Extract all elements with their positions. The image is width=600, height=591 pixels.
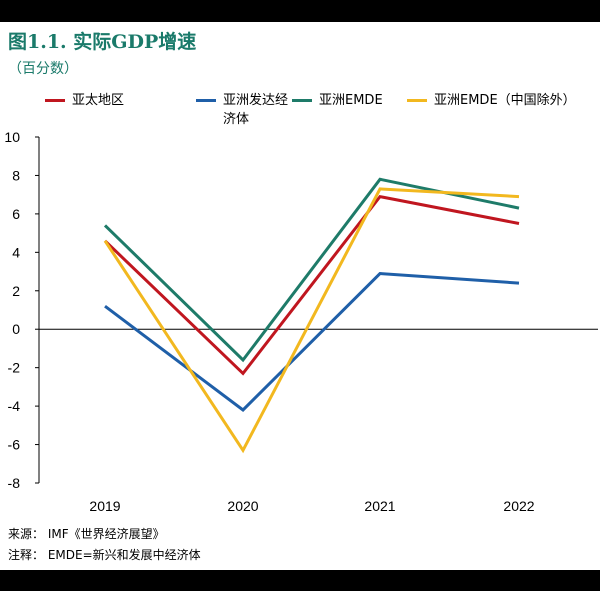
abbreviation-note: 注释： EMDE=新兴和发展中经济体 <box>8 548 201 562</box>
source-note: 来源： IMF《世界经济展望》 <box>8 527 165 541</box>
legend-item-asia-emde: 亚洲EMDE <box>292 91 383 110</box>
y-tick-label: 4 <box>12 244 20 260</box>
chart-subtitle: （百分数） <box>8 61 78 77</box>
x-tick-label: 2019 <box>89 498 120 514</box>
x-tick-label: 2022 <box>503 498 534 514</box>
y-tick-label: 10 <box>4 129 20 145</box>
legend-item-asia-pacific: 亚太地区 <box>45 91 124 110</box>
legend-label-asia-pacific: 亚太地区 <box>72 93 125 108</box>
legend-swatch-asia-emde-ex-china <box>407 99 427 102</box>
x-tick-label: 2021 <box>364 498 395 514</box>
legend-swatch-asia-pacific <box>45 99 65 102</box>
legend-label-asia-emde: 亚洲EMDE <box>319 93 383 108</box>
y-tick-label: 2 <box>12 283 20 299</box>
legend-swatch-asia-emde <box>292 99 312 102</box>
y-tick-label: 6 <box>12 206 20 222</box>
y-tick-label: -2 <box>8 360 21 376</box>
x-tick-label: 2020 <box>227 498 258 514</box>
legend-label-asia-advanced: 亚洲发达经济体 <box>223 93 289 127</box>
y-tick-label: -6 <box>8 437 21 453</box>
y-tick-label: 8 <box>12 167 20 183</box>
chart-canvas: 图1.1. 实际GDP增速 （百分数） 亚太地区 亚洲发达经济体 亚洲EMDE … <box>0 22 600 570</box>
line-chart: 10 8 6 4 2 0 -2 -4 -6 -8 2019 2020 2021 2022 <box>4 129 598 514</box>
y-tick-label: -8 <box>8 475 21 491</box>
series-line-0 <box>103 194 520 376</box>
legend-label-asia-emde-ex-china: 亚洲EMDE（中国除外） <box>434 93 576 108</box>
legend-item-asia-emde-ex-china: 亚洲EMDE（中国除外） <box>407 91 576 110</box>
series-line-1 <box>104 271 520 412</box>
legend-item-asia-advanced: 亚洲发达经济体 <box>196 91 289 129</box>
chart-title: 图1.1. 实际GDP增速 <box>8 31 197 53</box>
legend-swatch-asia-advanced <box>196 99 216 102</box>
y-tick-label: 0 <box>12 321 20 337</box>
series-line-3 <box>103 187 520 454</box>
y-tick-label: -4 <box>8 398 21 414</box>
